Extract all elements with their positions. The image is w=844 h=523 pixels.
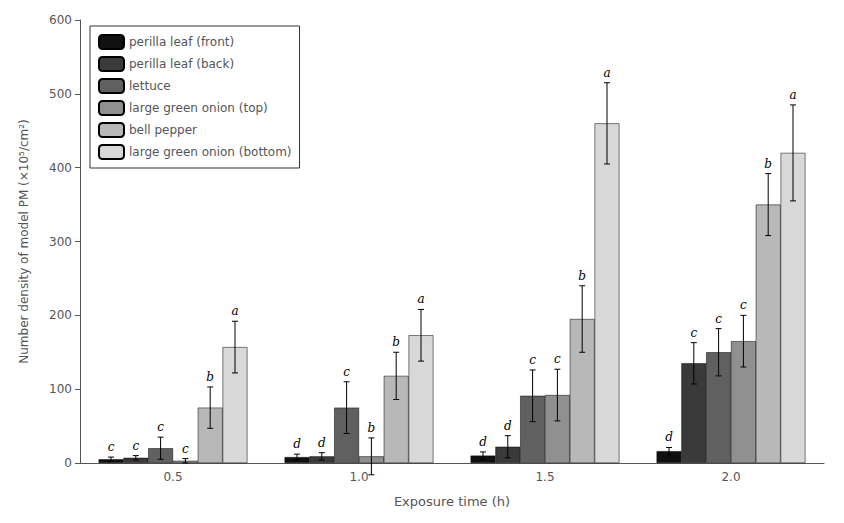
svg-text:large green onion (top): large green onion (top) <box>129 101 268 115</box>
svg-text:c: c <box>157 420 164 434</box>
svg-text:b: b <box>368 421 376 435</box>
svg-text:d: d <box>479 435 487 449</box>
svg-text:1.0: 1.0 <box>349 470 368 484</box>
svg-text:b: b <box>206 370 214 384</box>
svg-text:500: 500 <box>49 87 72 101</box>
svg-text:perilla leaf (front): perilla leaf (front) <box>129 35 234 49</box>
svg-text:c: c <box>554 352 561 366</box>
svg-text:b: b <box>392 335 400 349</box>
svg-text:2.0: 2.0 <box>721 470 740 484</box>
svg-text:c: c <box>740 298 747 312</box>
svg-text:d: d <box>293 437 301 451</box>
svg-text:b: b <box>764 157 772 171</box>
svg-text:d: d <box>665 430 673 444</box>
svg-text:lettuce: lettuce <box>129 79 171 93</box>
svg-text:a: a <box>603 66 610 80</box>
svg-text:perilla leaf (back): perilla leaf (back) <box>129 57 234 71</box>
svg-text:Exposure time (h): Exposure time (h) <box>394 494 510 509</box>
svg-text:0.5: 0.5 <box>163 470 182 484</box>
svg-text:400: 400 <box>49 161 72 175</box>
svg-text:c: c <box>132 439 139 453</box>
svg-text:d: d <box>318 436 326 450</box>
svg-text:c: c <box>529 353 536 367</box>
svg-text:c: c <box>715 312 722 326</box>
svg-text:0: 0 <box>64 456 72 470</box>
svg-text:a: a <box>789 88 796 102</box>
svg-text:d: d <box>504 419 512 433</box>
svg-text:1.5: 1.5 <box>535 470 554 484</box>
svg-text:b: b <box>578 269 586 283</box>
svg-text:200: 200 <box>49 308 72 322</box>
svg-text:c: c <box>690 326 697 340</box>
svg-text:100: 100 <box>49 382 72 396</box>
svg-text:a: a <box>417 292 424 306</box>
svg-text:c: c <box>108 440 115 454</box>
svg-text:bell pepper: bell pepper <box>129 123 197 137</box>
svg-text:c: c <box>343 365 350 379</box>
svg-text:c: c <box>182 442 189 456</box>
svg-text:a: a <box>231 304 238 318</box>
svg-text:Number density of model PM (×1: Number density of model PM (×10⁵/cm²) <box>17 119 31 363</box>
svg-text:large green onion (bottom): large green onion (bottom) <box>129 145 292 159</box>
svg-text:600: 600 <box>49 13 72 27</box>
svg-text:300: 300 <box>49 235 72 249</box>
